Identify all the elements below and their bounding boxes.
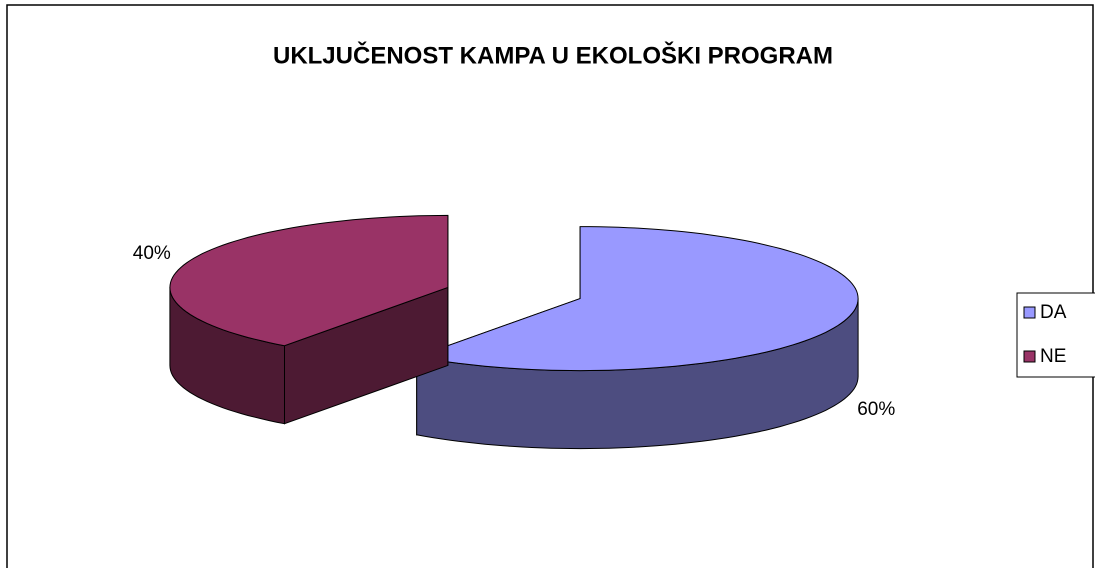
chart-title: UKLJUČENOST KAMPA U EKOLOŠKI PROGRAM: [273, 41, 833, 69]
data-label: 40%: [133, 243, 171, 264]
legend-swatch: [1023, 306, 1036, 319]
legend-label: DA: [1040, 302, 1067, 323]
legend-label: NE: [1040, 346, 1066, 367]
legend-swatch: [1023, 350, 1036, 363]
slice-top: [414, 226, 859, 372]
slice: [414, 226, 859, 450]
legend: DA NE: [1016, 292, 1095, 378]
data-label: 60%: [857, 399, 895, 420]
slice: [169, 214, 449, 425]
slice-top: [169, 214, 449, 347]
